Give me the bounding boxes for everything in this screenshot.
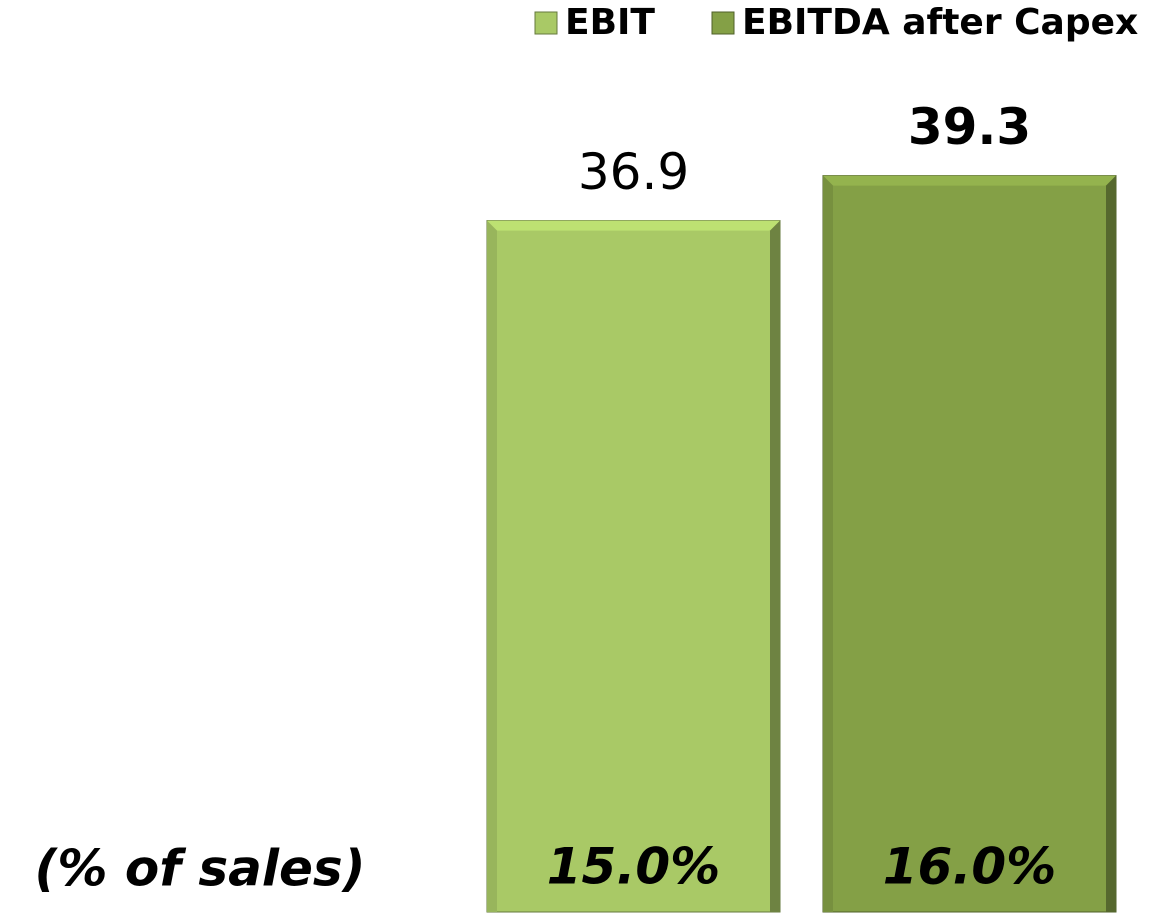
bar <box>486 220 781 913</box>
legend-swatch <box>711 11 735 35</box>
bar <box>822 175 1117 913</box>
bar-bevel <box>487 220 780 231</box>
sales-share-label: 15.0% <box>547 838 720 896</box>
value-label: 39.3 <box>908 98 1031 156</box>
bar-bevel <box>487 220 497 912</box>
bar-bevel <box>823 175 833 913</box>
legend-label: EBIT <box>565 2 655 43</box>
legend-swatch <box>534 11 558 35</box>
bar-bevel <box>770 220 780 912</box>
value-label: 36.9 <box>578 143 689 201</box>
bar-bevel <box>1106 175 1116 913</box>
annotation: (% of sales) <box>34 840 365 898</box>
legend-label: EBITDA after Capex <box>742 2 1138 43</box>
bar-bevel <box>823 175 1116 186</box>
sales-share-label: 16.0% <box>883 838 1056 896</box>
